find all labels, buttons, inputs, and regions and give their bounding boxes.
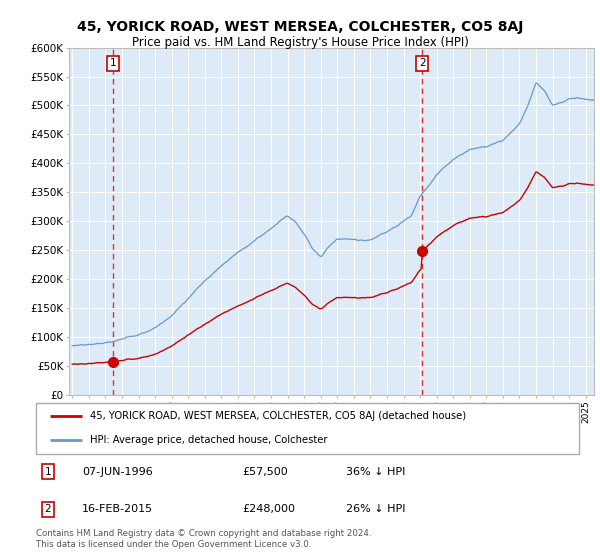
Text: 2: 2 <box>419 58 425 68</box>
FancyBboxPatch shape <box>36 403 579 454</box>
Text: 16-FEB-2015: 16-FEB-2015 <box>82 505 153 514</box>
Text: 45, YORICK ROAD, WEST MERSEA, COLCHESTER, CO5 8AJ: 45, YORICK ROAD, WEST MERSEA, COLCHESTER… <box>77 20 523 34</box>
Text: £248,000: £248,000 <box>242 505 295 514</box>
Text: 26% ↓ HPI: 26% ↓ HPI <box>346 505 405 514</box>
Text: Contains HM Land Registry data © Crown copyright and database right 2024.
This d: Contains HM Land Registry data © Crown c… <box>36 529 371 549</box>
Text: 07-JUN-1996: 07-JUN-1996 <box>82 466 153 477</box>
Text: Price paid vs. HM Land Registry's House Price Index (HPI): Price paid vs. HM Land Registry's House … <box>131 36 469 49</box>
Text: 36% ↓ HPI: 36% ↓ HPI <box>346 466 405 477</box>
Text: HPI: Average price, detached house, Colchester: HPI: Average price, detached house, Colc… <box>91 436 328 446</box>
Text: 45, YORICK ROAD, WEST MERSEA, COLCHESTER, CO5 8AJ (detached house): 45, YORICK ROAD, WEST MERSEA, COLCHESTER… <box>91 411 466 421</box>
Text: £57,500: £57,500 <box>242 466 288 477</box>
Text: 1: 1 <box>44 466 51 477</box>
Text: 2: 2 <box>44 505 51 514</box>
Text: 1: 1 <box>109 58 116 68</box>
